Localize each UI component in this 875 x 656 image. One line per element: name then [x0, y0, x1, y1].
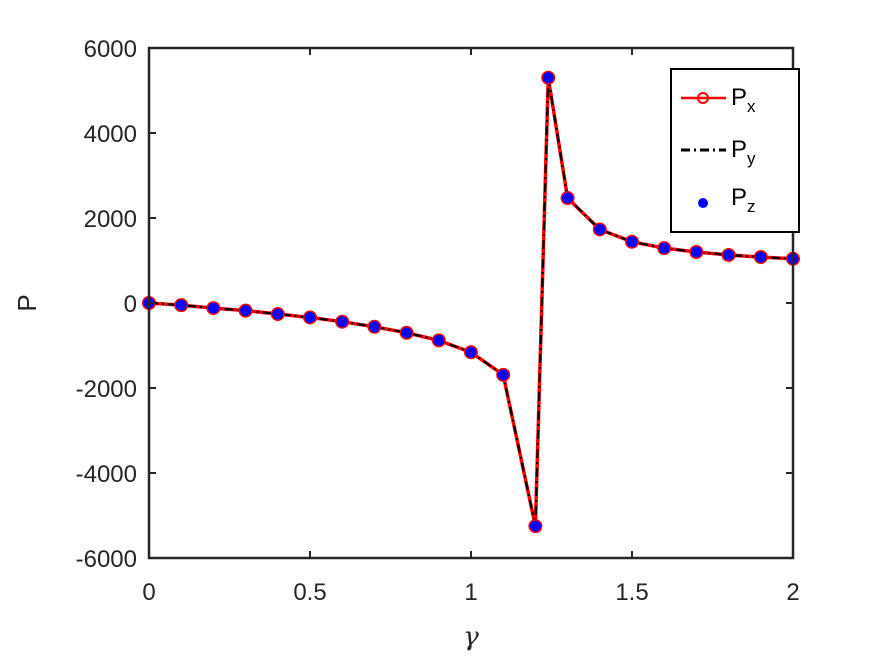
series-px-point: [753, 250, 768, 265]
legend-box: [670, 68, 800, 233]
y-tick-label: 2000: [84, 206, 137, 233]
x-tick-label: 0.5: [293, 579, 326, 606]
series-pz-point: [175, 299, 187, 311]
series-pz-point: [465, 346, 477, 358]
series-px-point: [528, 519, 543, 534]
legend-label-pz-base: P: [731, 184, 747, 211]
series-px-point: [367, 319, 382, 334]
series-px-point: [541, 70, 556, 85]
series-px-point: [464, 345, 478, 360]
legend-marker-px: [697, 92, 709, 104]
series-pz-point: [401, 327, 413, 339]
legend-marker-pz: [698, 198, 708, 208]
series-pz-point: [562, 192, 574, 204]
y-tick-label: 4000: [84, 121, 137, 148]
series-pz-point: [529, 520, 541, 532]
series-pz-point: [368, 321, 380, 333]
series-px-point: [174, 298, 189, 313]
series-px-point: [399, 325, 414, 340]
series-px-point: [496, 367, 511, 382]
series-pz-point: [433, 334, 445, 346]
series-pz-point: [336, 316, 348, 328]
x-tick-label: 1.5: [615, 579, 648, 606]
series-px-point: [431, 333, 446, 348]
plot-frame: [147, 46, 795, 560]
y-tick-label: 0: [124, 291, 137, 318]
series-pz-point: [542, 72, 554, 84]
x-tick-label: 2: [786, 579, 799, 606]
legend-label-py-base: P: [731, 136, 747, 163]
series-px-point: [238, 303, 253, 318]
series-px-point: [592, 222, 607, 237]
series-pz-point: [690, 246, 702, 258]
legend-label-px-base: P: [731, 84, 747, 111]
legend-label-py: Py: [731, 136, 756, 168]
legend-entry-px: Px: [681, 84, 756, 116]
series-pz-point: [658, 242, 670, 254]
y-tick-label: -4000: [76, 461, 137, 488]
series-pz-point: [755, 251, 767, 263]
series-py-line: [148, 77, 794, 527]
series-px-point: [560, 191, 575, 206]
series-pz-point: [497, 369, 509, 381]
series-px-point: [303, 310, 317, 325]
series-pz-point: [207, 302, 219, 314]
y-tick-label: -6000: [76, 546, 137, 573]
y-tick-label: -2000: [76, 376, 137, 403]
series-px-point: [721, 247, 736, 262]
y-tick-label: 6000: [84, 36, 137, 63]
x-tick-label: 0: [142, 579, 155, 606]
legend: Px Py Pz: [670, 68, 800, 233]
series-px-point: [206, 301, 221, 316]
legend-entry-py: Py: [681, 136, 756, 168]
series-pz-point: [594, 223, 606, 235]
series-px-point: [657, 241, 672, 256]
series-px-point: [625, 234, 639, 249]
tick-layer: 0 0.5 1 1.5 2 6000 4000 2000 0 -2000 -4000 -6000: [76, 36, 800, 606]
series-pz-point: [723, 249, 735, 261]
series-px-point: [335, 314, 350, 329]
series-pz-point: [240, 305, 252, 317]
series-px-point: [270, 307, 285, 322]
y-axis-label: P: [12, 294, 42, 311]
series-px-point: [689, 245, 704, 259]
series-layer: [142, 70, 800, 534]
x-axis-label: γ: [463, 622, 479, 652]
legend-entry-pz: Pz: [698, 184, 756, 216]
series-pz-point: [272, 308, 284, 320]
legend-label-py-sub: y: [747, 149, 756, 168]
legend-label-pz-sub: z: [747, 197, 756, 216]
series-pz-point: [304, 311, 316, 323]
x-tick-label: 1: [464, 579, 477, 606]
legend-label-pz: Pz: [731, 184, 756, 216]
legend-label-px-sub: x: [747, 97, 756, 116]
legend-label-px: Px: [731, 84, 756, 116]
series-pz-point: [626, 236, 638, 248]
